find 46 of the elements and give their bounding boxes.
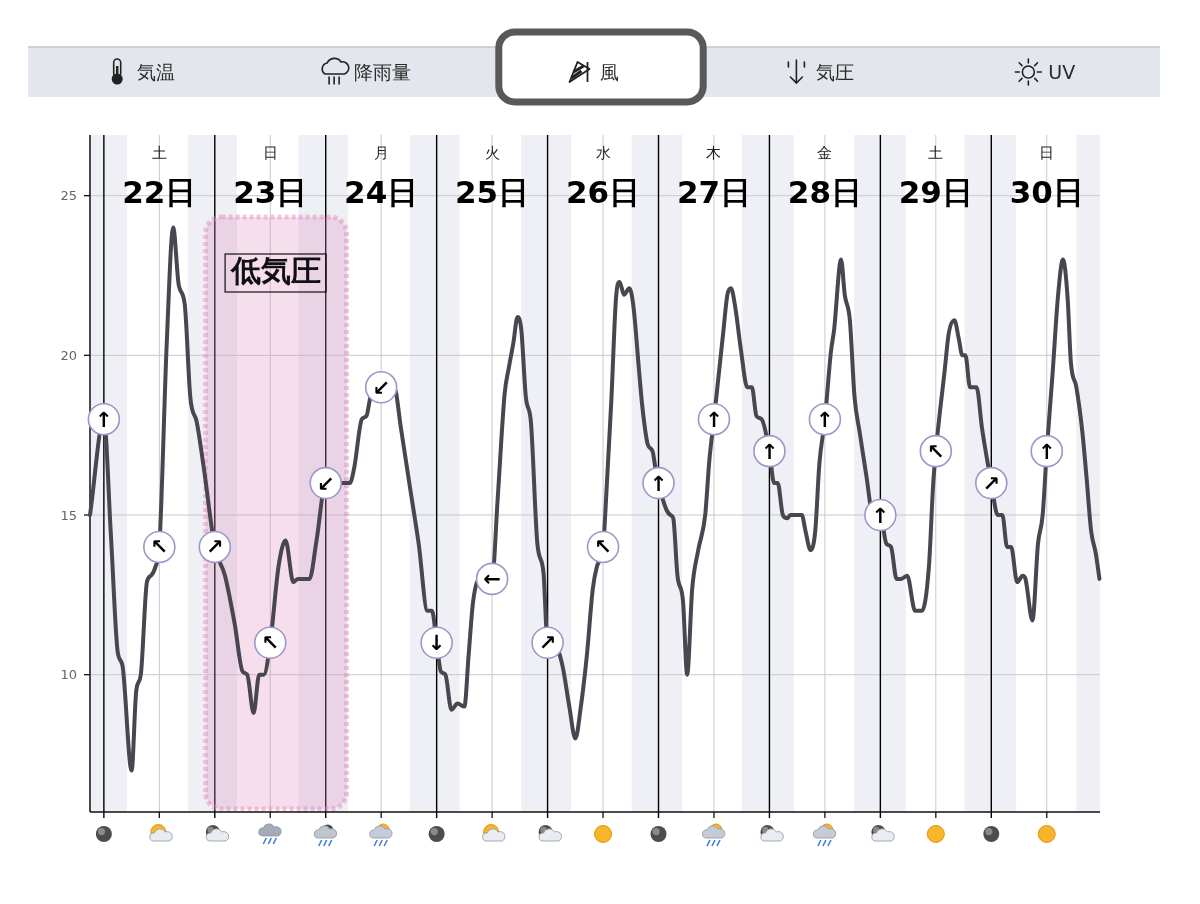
text: 気圧 (816, 61, 855, 83)
annotation: 土 (151, 144, 167, 162)
annotation: 木 (706, 144, 722, 162)
y-tick-label: 15 (60, 507, 77, 523)
annotation: 金 (817, 144, 833, 162)
chart-title: 風 (599, 61, 619, 83)
x-tick-label: 30日 (1009, 174, 1084, 210)
annotation: 日 (262, 144, 278, 162)
y-tick-label: 20 (60, 347, 77, 363)
x-tick-label: 27日 (676, 174, 752, 210)
annotation: ↙ (316, 471, 335, 496)
x-tick-label: 23日 (233, 174, 308, 210)
annotation: ↗ (538, 631, 557, 656)
x-tick-label: 25日 (455, 174, 530, 210)
annotation: 日 (1039, 144, 1055, 162)
annotation: ↓ (427, 631, 446, 656)
annotation: ↖ (150, 535, 169, 560)
band-label: 低気圧 (230, 253, 322, 288)
annotation: 水 (595, 144, 611, 162)
annotation: ↙ (372, 375, 390, 400)
annotation: ↑ (871, 503, 890, 528)
y-tick-label: 25 (60, 188, 77, 204)
annotation: ↑ (649, 471, 668, 496)
x-tick-label: 26日 (565, 174, 641, 210)
y-tick-label: 10 (60, 667, 77, 683)
text: 降雨量 (354, 61, 412, 83)
annotation: ← (483, 567, 501, 592)
x-tick-label: 22日 (122, 174, 197, 210)
annotation: ↖ (261, 631, 280, 656)
x-tick-label: 29日 (898, 174, 973, 210)
annotation: ↖ (594, 535, 612, 560)
annotation: ↑ (1037, 439, 1056, 464)
text: 気温 (137, 61, 176, 83)
annotation: ↑ (705, 407, 723, 432)
annotation: 月 (373, 144, 389, 162)
text: UV (1048, 61, 1076, 83)
x-tick-label: 28日 (787, 174, 862, 210)
annotation: ↗ (205, 535, 224, 560)
annotation: ↑ (816, 407, 834, 432)
annotation: ↗ (982, 471, 1001, 496)
x-tick-label: 24日 (344, 174, 419, 210)
annotation: 火 (484, 144, 500, 162)
annotation: 土 (928, 144, 944, 162)
annotation: ↖ (927, 439, 945, 464)
annotation: ↑ (760, 439, 779, 464)
annotation: ↑ (95, 407, 113, 432)
